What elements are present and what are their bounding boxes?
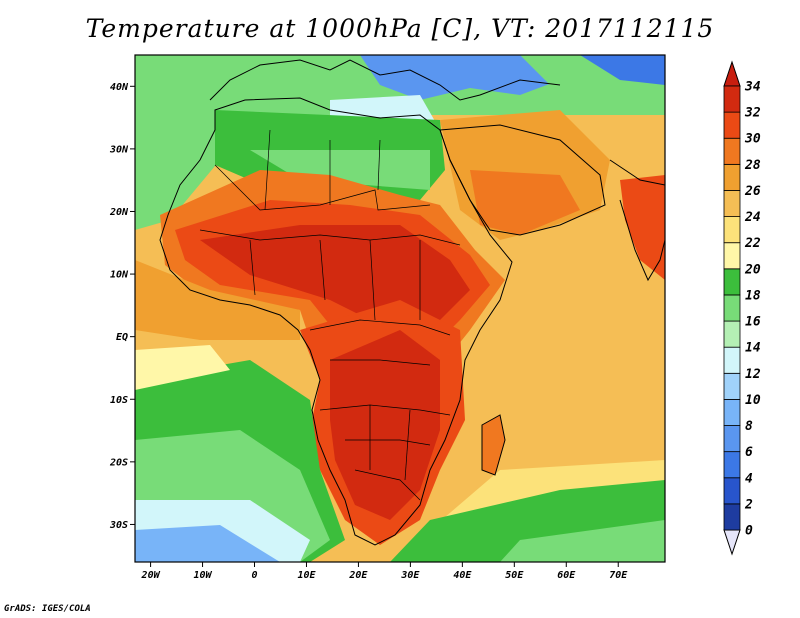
colorbar-swatch: [723, 477, 741, 505]
map-title: Temperature at 1000hPa [C], VT: 20171121…: [85, 14, 715, 43]
y-tick-label: 20N: [109, 207, 129, 218]
x-tick-label: 0: [251, 570, 257, 581]
country-borders: [199, 129, 461, 501]
colorbar-swatch: [723, 425, 741, 453]
colorbar-swatch: [723, 346, 741, 374]
plot-frame: [134, 54, 666, 563]
colorbar-label: 10: [745, 393, 761, 408]
colorbar-label: 28: [744, 158, 761, 173]
colorbar-swatch: [723, 320, 741, 348]
x-tick-label: 10E: [297, 570, 316, 581]
colorbar-label: 34: [744, 80, 761, 95]
latitude-axis: 40N 30N 20N 10N EQ 10S 20S 30S: [109, 82, 135, 531]
x-tick-label: 70E: [609, 570, 628, 581]
x-tick-label: 20W: [141, 570, 161, 581]
x-tick-label: 10W: [194, 570, 213, 581]
colorbar-swatch: [723, 163, 741, 191]
x-tick-label: 40E: [453, 570, 472, 581]
colorbar-swatch: [723, 137, 741, 165]
x-tick-label: 60E: [557, 570, 576, 581]
y-tick-label: 30N: [109, 144, 129, 155]
colorbar-swatch: [723, 242, 741, 270]
x-tick-label: 30E: [400, 570, 420, 581]
colorbar-label: 4: [745, 471, 753, 486]
colorbar-label: 32: [744, 106, 761, 121]
colorbar-over-triangle: [723, 60, 741, 87]
coastlines: [159, 59, 665, 546]
colorbar-swatch: [723, 85, 741, 113]
y-tick-label: 10N: [110, 270, 129, 281]
y-tick-label: EQ: [116, 332, 128, 343]
colorbar-swatch: [723, 294, 741, 322]
x-tick-label: 20E: [348, 570, 368, 581]
colorbar-label: 16: [745, 315, 761, 330]
y-tick-label: 30S: [109, 520, 128, 531]
y-tick-label: 40N: [110, 82, 129, 93]
colorbar-label: 8: [745, 419, 753, 434]
colorbar-label: 30: [744, 132, 761, 147]
colorbar-label: 2: [744, 497, 753, 512]
grads-credit: GrADS: IGES/COLA: [4, 604, 91, 614]
colorbar-label: 24: [744, 210, 761, 225]
colorbar-label: 18: [745, 288, 761, 303]
colorbar-swatch: [723, 399, 741, 426]
colorbar-swatch: [723, 451, 741, 479]
colorbar-label: 12: [745, 367, 761, 382]
colorbar-swatch: [723, 503, 741, 531]
colorbar-label: 26: [744, 184, 761, 199]
colorbar-swatch: [723, 268, 741, 296]
x-tick-label: 50E: [505, 570, 524, 581]
y-tick-label: 20S: [109, 457, 128, 468]
colorbar-swatch: [723, 372, 741, 400]
colorbar-swatch: [723, 190, 741, 217]
colorbar-swatch: [723, 216, 741, 244]
colorbar-label: 0: [745, 524, 753, 539]
colorbar-label: 20: [744, 262, 761, 277]
colorbar-under-triangle: [723, 529, 741, 556]
longitude-axis: 20W 10W 0 10E 20E 30E 40E 50E 60E 70E: [141, 562, 628, 581]
colorbar-label: 6: [745, 445, 753, 460]
colorbar-swatch: [723, 111, 741, 139]
y-tick-label: 10S: [110, 395, 128, 406]
temperature-field: [135, 55, 665, 562]
colorbar-label: 14: [745, 341, 761, 356]
colorbar-label: 22: [744, 236, 761, 251]
